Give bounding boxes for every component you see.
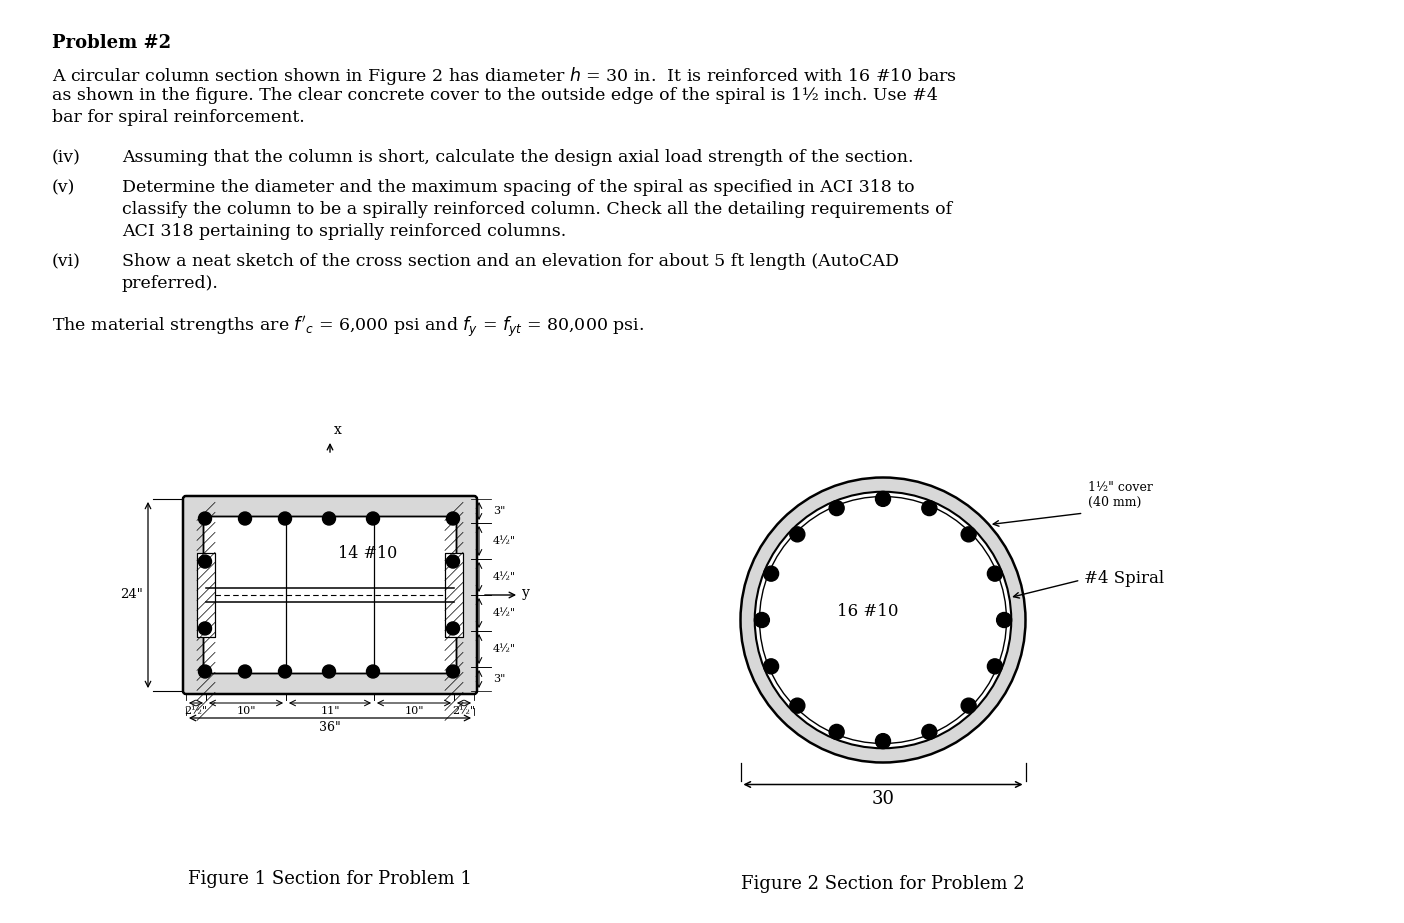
FancyBboxPatch shape xyxy=(183,496,477,694)
Text: Assuming that the column is short, calculate the design axial load strength of t: Assuming that the column is short, calcu… xyxy=(122,149,914,166)
Text: Problem #2: Problem #2 xyxy=(52,34,171,52)
Text: 3": 3" xyxy=(493,506,505,516)
Text: bar for spiral reinforcement.: bar for spiral reinforcement. xyxy=(52,109,305,126)
Circle shape xyxy=(239,512,251,525)
Text: 14 #10: 14 #10 xyxy=(338,545,397,562)
Circle shape xyxy=(198,512,212,525)
Text: 2½": 2½" xyxy=(184,706,208,716)
Circle shape xyxy=(366,512,379,525)
Circle shape xyxy=(997,613,1012,628)
Circle shape xyxy=(754,613,769,628)
Text: Figure 1 Section for Problem 1: Figure 1 Section for Problem 1 xyxy=(188,870,472,888)
Text: 1½" cover
(40 mm): 1½" cover (40 mm) xyxy=(1088,481,1153,509)
Bar xyxy=(445,553,463,637)
Text: 10": 10" xyxy=(236,706,256,716)
Text: The material strengths are $f'_c$ = 6,000 psi and $f_y$ = $f_{yt}$ = 80,000 psi.: The material strengths are $f'_c$ = 6,00… xyxy=(52,315,644,341)
Text: 10": 10" xyxy=(404,706,424,716)
Text: 4½": 4½" xyxy=(493,608,517,618)
Bar xyxy=(197,553,215,637)
Text: (vi): (vi) xyxy=(52,253,81,270)
Circle shape xyxy=(764,566,779,581)
Text: Figure 2 Section for Problem 2: Figure 2 Section for Problem 2 xyxy=(741,875,1025,893)
Text: #4 Spiral: #4 Spiral xyxy=(1084,569,1165,587)
Circle shape xyxy=(790,698,804,713)
Circle shape xyxy=(790,527,804,542)
Circle shape xyxy=(922,500,936,516)
Circle shape xyxy=(830,500,844,516)
Text: 3": 3" xyxy=(493,674,505,684)
FancyBboxPatch shape xyxy=(204,517,456,674)
Text: preferred).: preferred). xyxy=(122,275,219,292)
Circle shape xyxy=(278,512,292,525)
Text: 16 #10: 16 #10 xyxy=(837,604,899,620)
Circle shape xyxy=(764,659,779,674)
Circle shape xyxy=(323,665,336,678)
Text: (iv): (iv) xyxy=(52,149,81,166)
Circle shape xyxy=(323,512,336,525)
Text: 2½": 2½" xyxy=(452,706,476,716)
Circle shape xyxy=(366,665,379,678)
Circle shape xyxy=(922,725,936,739)
Text: y: y xyxy=(522,586,529,600)
Text: x: x xyxy=(334,423,343,437)
Text: 4½": 4½" xyxy=(493,644,517,654)
Text: 36": 36" xyxy=(319,721,341,734)
Text: as shown in the figure. The clear concrete cover to the outside edge of the spir: as shown in the figure. The clear concre… xyxy=(52,87,938,104)
Text: 4½": 4½" xyxy=(493,536,517,546)
Circle shape xyxy=(239,665,251,678)
Circle shape xyxy=(198,555,212,568)
Text: classify the column to be a spirally reinforced column. Check all the detailing : classify the column to be a spirally rei… xyxy=(122,201,952,218)
Circle shape xyxy=(962,527,976,542)
Circle shape xyxy=(876,491,890,507)
Circle shape xyxy=(755,492,1011,749)
Circle shape xyxy=(760,497,1007,744)
Text: 30: 30 xyxy=(872,789,894,808)
Circle shape xyxy=(446,512,459,525)
Text: (v): (v) xyxy=(52,179,76,196)
Circle shape xyxy=(446,622,459,635)
Circle shape xyxy=(987,659,1002,674)
Circle shape xyxy=(876,734,890,749)
Text: Determine the diameter and the maximum spacing of the spiral as specified in ACI: Determine the diameter and the maximum s… xyxy=(122,179,914,196)
Circle shape xyxy=(962,698,976,713)
Circle shape xyxy=(830,725,844,739)
Bar xyxy=(445,553,463,637)
Circle shape xyxy=(446,555,459,568)
Text: A circular column section shown in Figure 2 has diameter $h$ = 30 in.  It is rei: A circular column section shown in Figur… xyxy=(52,65,958,87)
Text: 24": 24" xyxy=(121,589,143,602)
Text: 4½": 4½" xyxy=(493,572,517,582)
Circle shape xyxy=(198,665,212,678)
Text: 11": 11" xyxy=(320,706,340,716)
Text: ACI 318 pertaining to sprially reinforced columns.: ACI 318 pertaining to sprially reinforce… xyxy=(122,223,566,240)
Bar xyxy=(197,553,215,637)
Circle shape xyxy=(987,566,1002,581)
Circle shape xyxy=(198,622,212,635)
Circle shape xyxy=(278,665,292,678)
Circle shape xyxy=(446,665,459,678)
Text: Show a neat sketch of the cross section and an elevation for about 5 ft length (: Show a neat sketch of the cross section … xyxy=(122,253,899,270)
Circle shape xyxy=(740,477,1025,762)
